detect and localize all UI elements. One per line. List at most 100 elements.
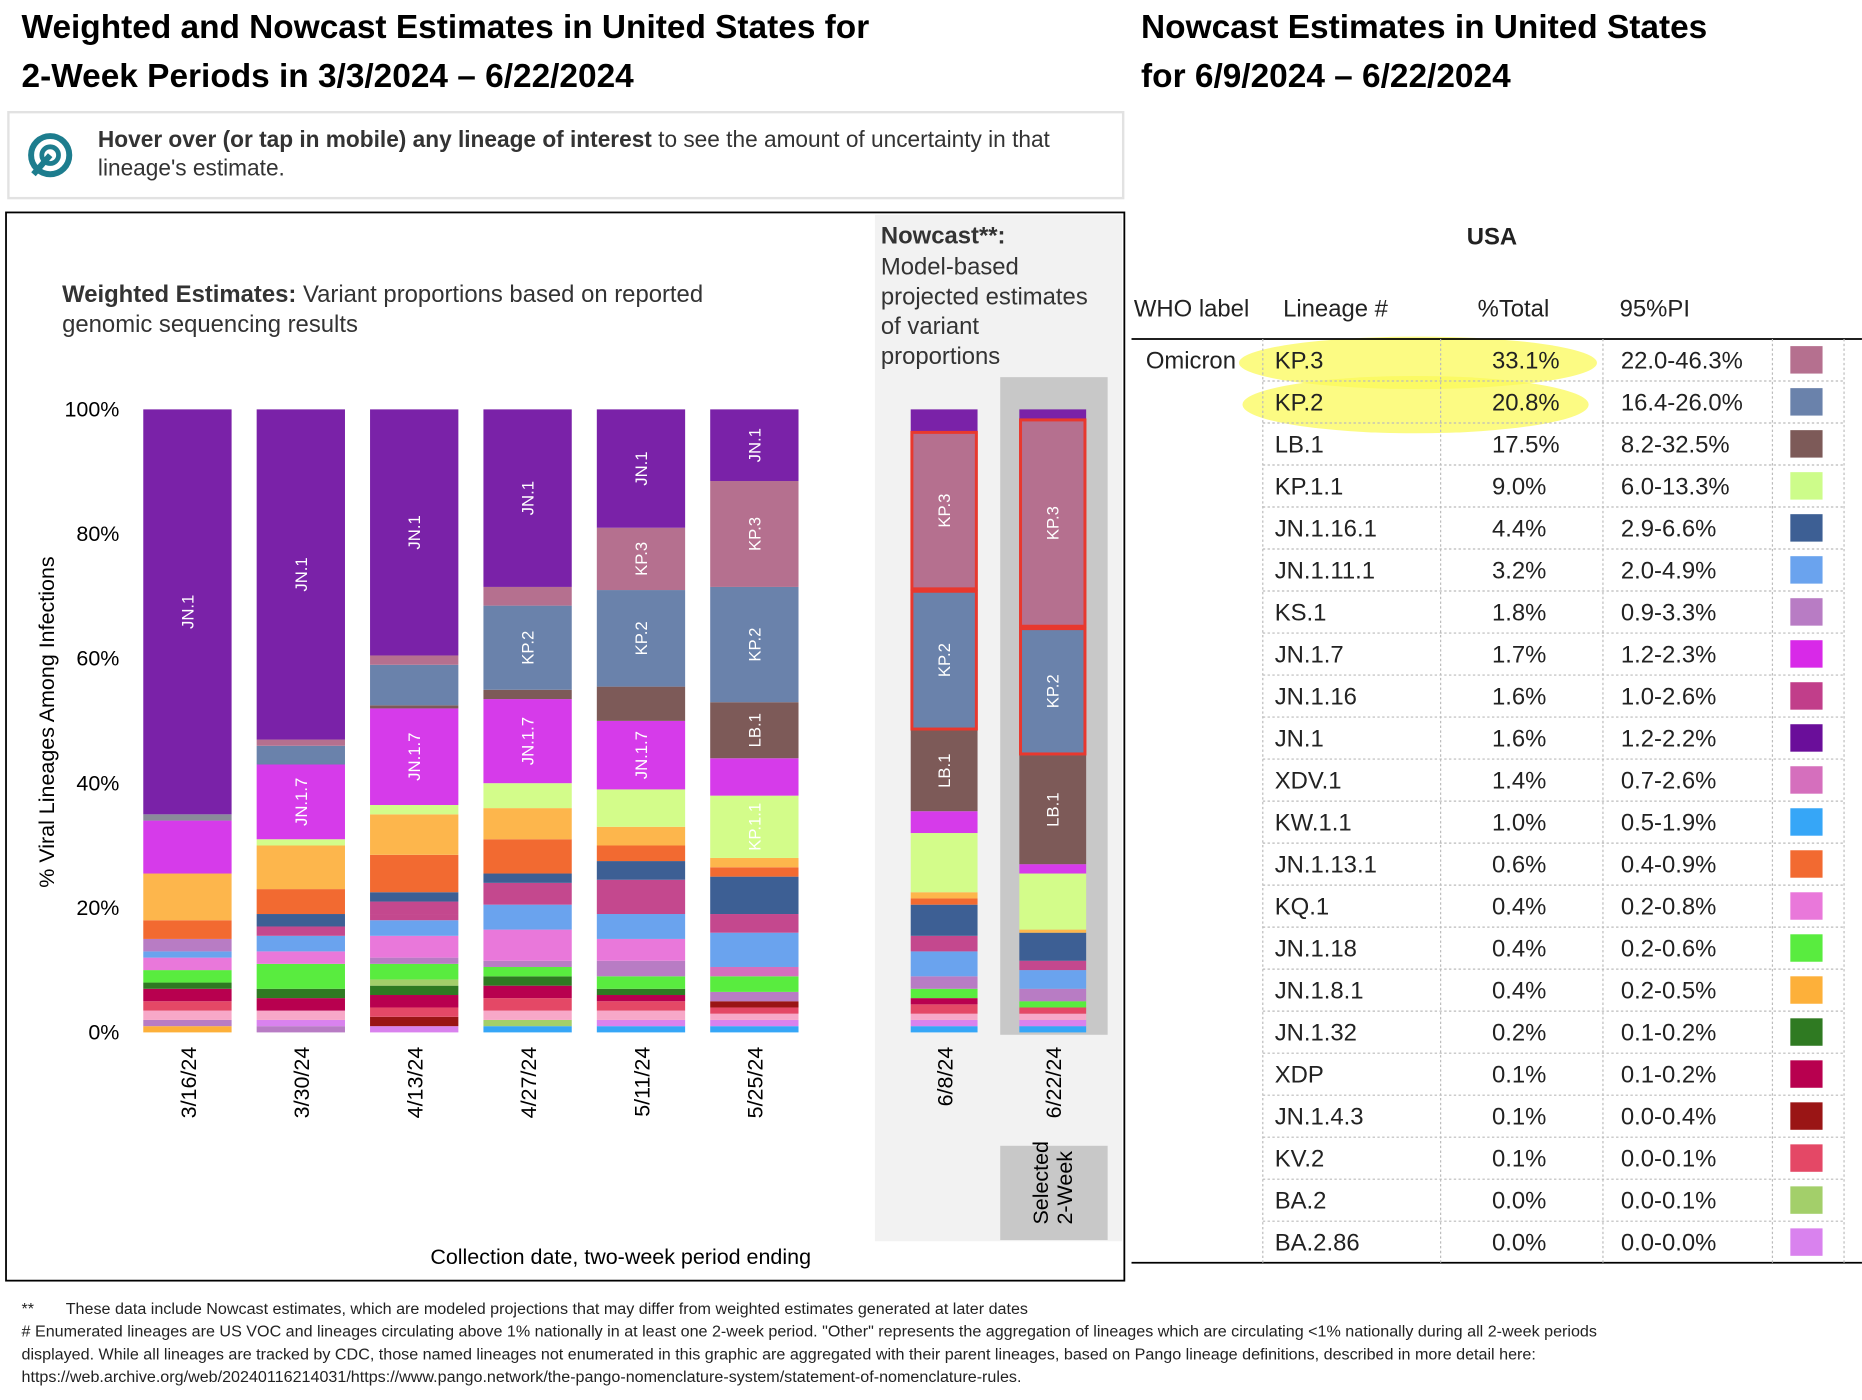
bar-segment [910,730,978,812]
bar-segment [710,1013,799,1020]
bar-segment [710,409,799,482]
bar-segment [1019,418,1087,628]
table-cell: KP.3 [1275,347,1324,374]
table-cell: 0.7-2.6% [1621,767,1717,794]
bar-segment [483,960,572,967]
table-cell: KS.1 [1275,599,1327,626]
bar-segment [596,686,686,721]
x-tick-label: 3/16/24 [177,1047,201,1119]
footnote: ** [22,1300,35,1318]
table-cell: JN.1.16 [1275,683,1357,710]
bar-segment [1019,988,1087,1002]
table-cell: 0.4% [1492,977,1546,1004]
subtitle: genomic sequencing results [62,311,358,338]
table-cell: JN.1.18 [1275,935,1357,962]
color-swatch [1790,514,1823,542]
table-cell: KP.1.1 [1275,473,1344,500]
bar-segment [710,867,799,877]
table-cell: 0.9-3.3% [1621,599,1717,626]
bar-segment [256,764,345,840]
bar-segment [910,1026,978,1033]
bar-segment [370,892,459,902]
table-cell: JN.1.8.1 [1275,977,1364,1004]
bar-segment [483,1010,572,1020]
segment-label: KP.2 [632,621,651,655]
segment-label: JN.1.7 [405,733,424,781]
table-cell: JN.1.7 [1275,641,1344,668]
bar-segment [370,920,459,936]
bar-segment [256,998,345,1011]
color-swatch [1790,1102,1823,1130]
selected-label: Selected [1029,1141,1053,1225]
table-cell: 0.4% [1492,935,1546,962]
table-cell: BA.2 [1275,1188,1327,1215]
bar-segment [596,720,686,790]
left-title: 2-Week Periods in 3/3/2024 – 6/22/2024 [22,58,635,95]
y-tick-label: 80% [76,522,119,546]
bar-segment [483,605,572,690]
bar-segment [483,839,572,874]
y-axis-label: % Viral Lineages Among Infections [35,556,59,887]
table-cell: 0.1-0.2% [1621,1020,1717,1047]
table-cell: 1.0-2.6% [1621,683,1717,710]
footnote: displayed. While all lineages are tracke… [22,1345,1536,1363]
bar-segment [596,1010,686,1020]
bar-segment [483,985,572,999]
x-axis-label: Collection date, two-week period ending [430,1245,811,1269]
color-swatch [1790,766,1823,794]
bar-segment [1019,627,1087,756]
bar-segment [143,814,232,821]
table-cell: 0.4-0.9% [1621,851,1717,878]
x-tick-label: 6/22/24 [1042,1047,1066,1119]
bar-segment [143,409,232,815]
bar-segment [483,929,572,961]
bar-segment [256,914,345,927]
bar-segment [596,988,686,996]
bar-segment [596,879,686,915]
bar-segment [710,1019,799,1027]
bar-segment [483,882,572,905]
bar-segment [370,901,459,915]
bar-segment [370,705,459,709]
bar-segment [256,889,345,915]
table-cell: 20.8% [1492,389,1560,416]
bar-segment [1019,873,1087,930]
x-tick-label: 3/30/24 [290,1047,314,1119]
table-title: USA [1467,224,1517,251]
bar-segment [256,963,345,989]
segment-label: KP.2 [745,628,764,662]
hint-text: lineage's estimate. [98,154,285,180]
color-swatch [1790,1228,1823,1256]
color-swatch [1790,472,1823,500]
bar-segment [910,1013,978,1020]
bar-segment [483,1019,572,1027]
nowcast-text: Model-based [881,254,1019,281]
bar-segment [910,811,978,834]
table-cell: KP.2 [1275,389,1324,416]
selected-box [1000,1145,1108,1241]
table-cell: JN.1.13.1 [1275,851,1377,878]
bar-segment [710,702,799,759]
color-swatch [1790,346,1823,374]
bar-segment [910,1004,978,1014]
segment-label: JN.1 [405,515,424,549]
color-swatch [1790,1144,1823,1172]
bar-segment [710,1001,799,1008]
segment-outline [1019,627,1087,756]
subtitle-text: Variant proportions based on reported [296,281,703,308]
bar-segment [710,1007,799,1014]
bar-segment [370,708,459,805]
color-swatch [1790,892,1823,920]
table-cell: JN.1.11.1 [1275,557,1375,584]
table-cell: 1.8% [1492,599,1546,626]
table-cell: 2.0-4.9% [1621,557,1717,584]
bar-segment [370,1016,459,1027]
bar-segment [910,935,978,952]
bar-segment [596,995,686,1002]
bar-segment [1019,755,1087,865]
bar-segment [596,914,686,939]
table-cell: 16.4-26.0% [1621,389,1743,416]
bar-segment [710,991,799,1002]
hint-rest: to see the amount of uncertainty in that [652,126,1051,152]
